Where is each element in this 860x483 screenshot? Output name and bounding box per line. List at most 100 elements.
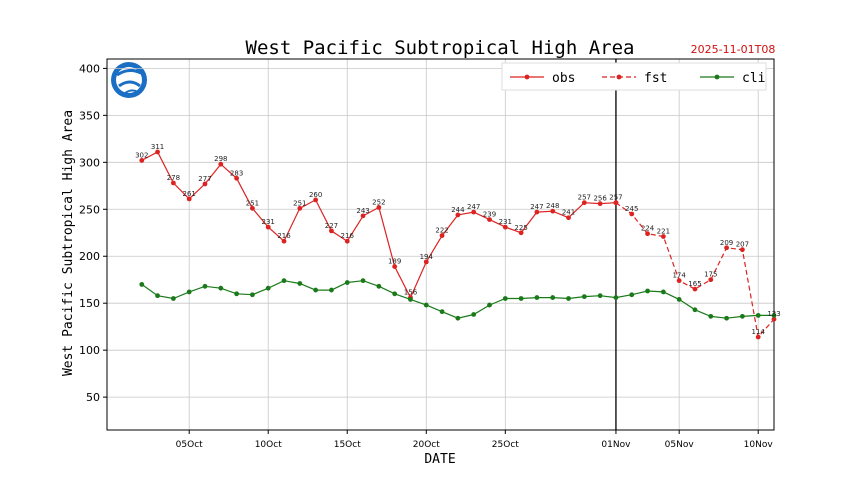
data-label-obs: 256 — [593, 195, 607, 203]
data-label-obs: 194 — [420, 253, 434, 261]
series-point-cli — [755, 313, 761, 318]
series-point-obs — [439, 233, 445, 238]
series-line-obs — [141, 151, 616, 299]
issue-time: 2025-11-01T08 — [691, 43, 776, 56]
data-label-fst: 114 — [752, 328, 766, 336]
data-label-fst: 245 — [625, 205, 638, 213]
data-label-obs: 277 — [198, 175, 211, 183]
series-point-obs — [423, 259, 429, 265]
series-point-cli — [724, 315, 729, 321]
data-label-fst: 133 — [767, 310, 780, 318]
series-point-cli — [708, 313, 714, 319]
y-tick-label: 150 — [79, 297, 100, 310]
axes: 50 100 150 200 250 300 350 400 05Oct 10Oct 15Oct 20… — [79, 58, 775, 450]
series-point-cli — [423, 302, 429, 308]
series-point-obs — [360, 213, 366, 219]
y-tick-label: 200 — [79, 250, 100, 263]
data-label-obs: 222 — [435, 227, 448, 235]
series-point-obs — [344, 238, 350, 244]
series-point-obs — [313, 197, 319, 203]
chart-title: West Pacific Subtropical High Area — [246, 37, 635, 59]
legend-marker-cli — [714, 74, 720, 80]
y-tick-label: 50 — [86, 391, 100, 404]
series-point-fst — [660, 234, 666, 239]
data-label-obs: 241 — [562, 209, 575, 217]
data-label-obs: 225 — [514, 224, 527, 232]
series-point-cli — [265, 285, 271, 291]
series-point-cli — [581, 294, 587, 300]
y-tick-label: 100 — [79, 344, 100, 357]
series-point-obs — [218, 161, 224, 167]
data-label-fst: 209 — [720, 239, 733, 247]
series-point-cli — [502, 296, 508, 301]
data-label-obs: 257 — [609, 194, 622, 202]
series-lines — [139, 149, 777, 340]
series-point-cli — [313, 287, 319, 293]
data-label-obs: 278 — [167, 174, 180, 182]
series-point-obs — [170, 180, 176, 186]
y-axis-label: West Pacific Subtropical High Area — [61, 110, 76, 376]
series-point-obs — [502, 224, 508, 230]
data-label-obs: 283 — [230, 169, 243, 177]
series-point-cli — [550, 295, 556, 300]
data-label-obs: 247 — [530, 203, 543, 211]
series-point-obs — [534, 209, 540, 215]
series-point-cli — [439, 309, 445, 315]
x-tick-label: 20Oct — [413, 440, 440, 450]
legend-label-cli: cli — [742, 71, 765, 86]
series-point-cli — [471, 312, 477, 317]
series-point-obs — [566, 215, 571, 221]
series-point-obs — [250, 205, 255, 211]
series-point-obs — [597, 201, 603, 207]
series-point-cli — [218, 285, 224, 291]
x-tick-label: 01Nov — [601, 440, 631, 450]
x-tick-label: 05Nov — [665, 440, 695, 450]
series-point-cli — [344, 280, 350, 285]
series-point-cli — [250, 292, 255, 298]
series-point-obs — [550, 208, 556, 214]
series-point-cli — [186, 289, 192, 295]
series-point-obs — [329, 228, 334, 234]
series-point-fst — [692, 286, 698, 292]
series-point-cli — [139, 282, 145, 287]
series-point-obs — [139, 158, 145, 163]
series-point-fst — [676, 278, 682, 284]
x-tick-label: 15Oct — [334, 440, 361, 450]
series-point-obs — [487, 217, 492, 223]
data-label-obs: 252 — [372, 198, 385, 206]
data-label-fst: 165 — [688, 280, 701, 288]
data-label-obs: 239 — [483, 211, 496, 219]
data-labels: 3023112782612772982832512312162512602272… — [135, 143, 781, 336]
series-point-obs — [297, 205, 303, 211]
data-label-obs: 231 — [499, 218, 512, 226]
series-point-cli — [376, 283, 382, 289]
series-point-cli — [297, 281, 303, 286]
y-tick-label: 250 — [79, 203, 100, 216]
legend: obs fst cli — [501, 62, 767, 91]
data-label-fst: 175 — [704, 271, 717, 279]
series-point-cli — [202, 283, 208, 289]
y-tick-label: 350 — [79, 109, 100, 122]
data-label-obs: 243 — [356, 207, 369, 215]
x-axis-label: DATE — [424, 452, 455, 467]
series-point-cli — [771, 313, 777, 318]
series-point-obs — [202, 181, 208, 187]
series-point-cli — [739, 313, 745, 319]
series-point-obs — [392, 264, 398, 269]
series-point-obs — [518, 230, 524, 236]
series-point-obs — [581, 200, 587, 206]
series-point-cli — [518, 296, 524, 301]
series-point-cli — [660, 289, 666, 295]
series-point-cli — [392, 291, 398, 297]
grid — [107, 59, 774, 430]
x-tick-label: 25Oct — [492, 440, 519, 450]
legend-label-obs: obs — [552, 71, 575, 86]
data-label-obs: 231 — [262, 218, 275, 226]
series-point-cli — [597, 293, 603, 299]
data-label-obs: 251 — [246, 199, 259, 207]
legend-marker-fst — [616, 74, 622, 80]
series-point-cli — [234, 291, 240, 297]
data-label-obs: 261 — [183, 190, 196, 198]
series-point-cli — [281, 278, 287, 284]
series-point-cli — [534, 295, 540, 300]
